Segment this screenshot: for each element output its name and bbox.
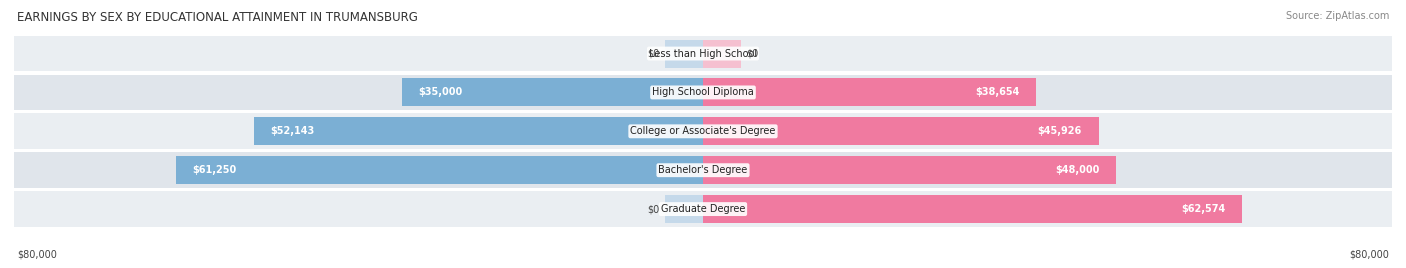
Text: High School Diploma: High School Diploma: [652, 87, 754, 98]
Bar: [14, 191, 1392, 227]
Bar: [254, 117, 703, 145]
Bar: [665, 40, 703, 68]
Text: $80,000: $80,000: [1350, 250, 1389, 260]
Bar: [14, 36, 1392, 72]
Bar: [665, 195, 703, 223]
Text: Bachelor's Degree: Bachelor's Degree: [658, 165, 748, 175]
Text: $0: $0: [647, 49, 659, 58]
Text: $61,250: $61,250: [193, 165, 236, 175]
Bar: [703, 195, 1241, 223]
Bar: [703, 79, 1036, 106]
Text: Less than High School: Less than High School: [650, 49, 756, 58]
Bar: [176, 156, 703, 184]
Text: EARNINGS BY SEX BY EDUCATIONAL ATTAINMENT IN TRUMANSBURG: EARNINGS BY SEX BY EDUCATIONAL ATTAINMEN…: [17, 11, 418, 24]
Text: Source: ZipAtlas.com: Source: ZipAtlas.com: [1285, 11, 1389, 21]
Bar: [14, 152, 1392, 188]
Text: $38,654: $38,654: [974, 87, 1019, 98]
Text: $0: $0: [647, 204, 659, 214]
Text: $45,926: $45,926: [1038, 126, 1083, 136]
Bar: [14, 75, 1392, 110]
Text: $35,000: $35,000: [418, 87, 463, 98]
Text: $80,000: $80,000: [17, 250, 56, 260]
Bar: [402, 79, 703, 106]
Text: $0: $0: [747, 49, 759, 58]
Text: Graduate Degree: Graduate Degree: [661, 204, 745, 214]
Bar: [703, 117, 1098, 145]
Text: $62,574: $62,574: [1181, 204, 1226, 214]
Bar: [14, 113, 1392, 149]
Text: $52,143: $52,143: [270, 126, 315, 136]
Bar: [703, 40, 741, 68]
Text: College or Associate's Degree: College or Associate's Degree: [630, 126, 776, 136]
Bar: [703, 156, 1116, 184]
Text: $48,000: $48,000: [1056, 165, 1099, 175]
